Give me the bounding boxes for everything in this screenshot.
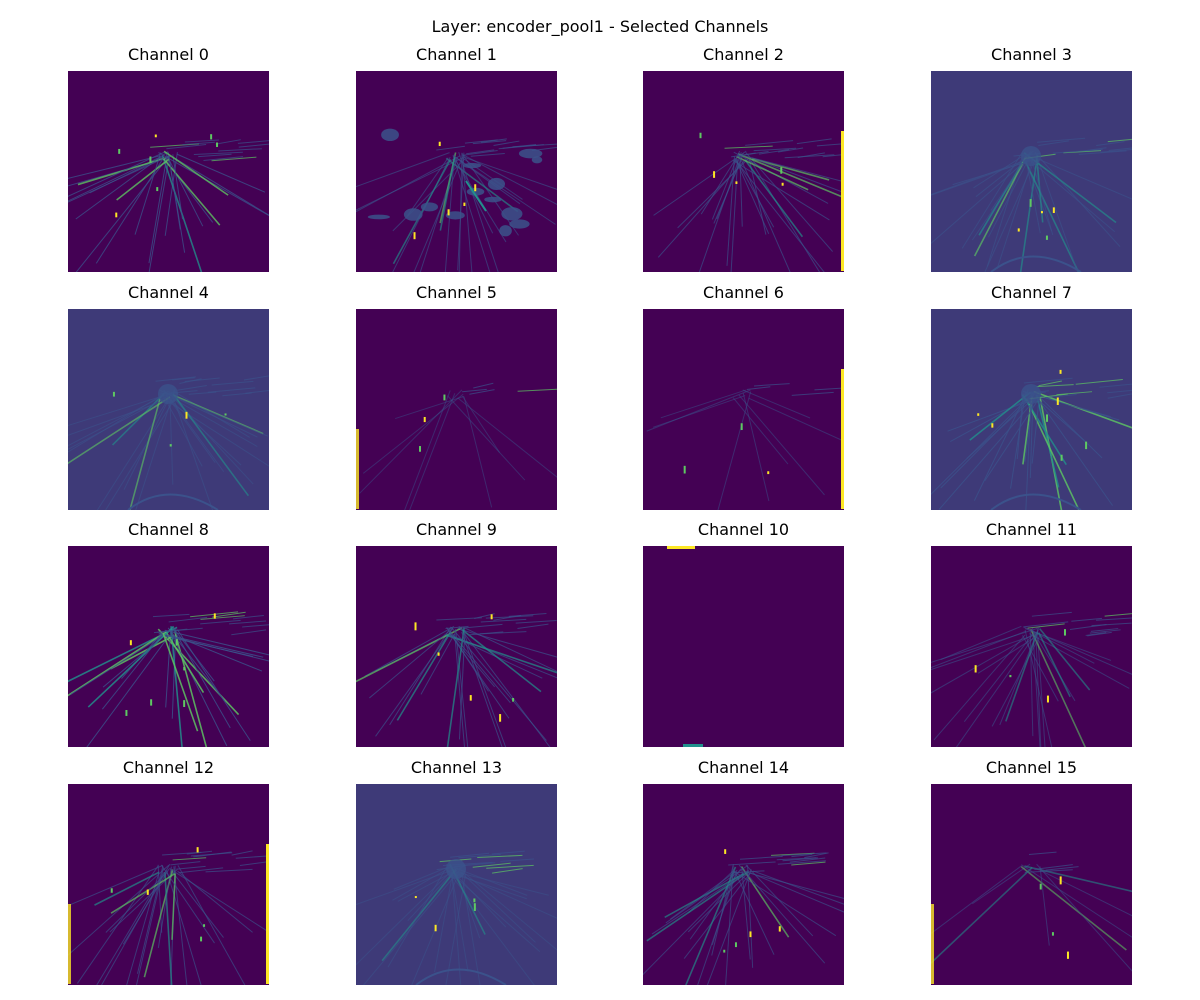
panel-title: Channel 14 [697,758,790,777]
panel-title: Channel 4 [128,283,209,302]
channel-panel-3: Channel 3 [931,45,1132,272]
panel-title: Channel 10 [697,520,790,539]
panel-title: Channel 6 [703,283,784,302]
panel-title: Channel 0 [128,45,209,64]
channel-panel-9: Channel 9 [356,520,557,747]
feature-map-image [356,784,557,985]
channel-panel-7: Channel 7 [931,283,1132,510]
channel-panel-2: Channel 2 [643,45,844,272]
panel-title: Channel 9 [416,520,497,539]
feature-map-image [356,71,557,272]
feature-map-image [931,784,1132,985]
feature-map-image [643,71,844,272]
feature-map-image [356,309,557,510]
channel-panel-15: Channel 15 [931,758,1132,985]
feature-map-image [643,546,844,747]
channel-panel-10: Channel 10 [643,520,844,747]
channel-panel-13: Channel 13 [356,758,557,985]
feature-map-image [931,546,1132,747]
panel-title: Channel 15 [985,758,1078,777]
channel-panel-14: Channel 14 [643,758,844,985]
panel-title: Channel 1 [416,45,497,64]
channel-panel-5: Channel 5 [356,283,557,510]
channel-panel-11: Channel 11 [931,520,1132,747]
channel-panel-4: Channel 4 [68,283,269,510]
feature-map-image [643,784,844,985]
feature-map-image [931,71,1132,272]
feature-map-image [68,784,269,985]
figure-title: Layer: encoder_pool1 - Selected Channels [431,17,769,36]
panel-title: Channel 8 [128,520,209,539]
feature-map-image [931,309,1132,510]
channel-panel-0: Channel 0 [68,45,269,272]
panel-title: Channel 3 [991,45,1072,64]
channel-panel-12: Channel 12 [68,758,269,985]
panel-title: Channel 13 [410,758,503,777]
panel-title: Channel 11 [985,520,1078,539]
feature-map-image [643,309,844,510]
channel-panel-6: Channel 6 [643,283,844,510]
feature-map-image [68,309,269,510]
panel-title: Channel 2 [703,45,784,64]
feature-map-image [356,546,557,747]
panel-title: Channel 5 [416,283,497,302]
panel-title: Channel 7 [991,283,1072,302]
feature-map-image [68,71,269,272]
feature-map-image [68,546,269,747]
channel-panel-1: Channel 1 [356,45,557,272]
channel-panel-8: Channel 8 [68,520,269,747]
panel-title: Channel 12 [122,758,215,777]
